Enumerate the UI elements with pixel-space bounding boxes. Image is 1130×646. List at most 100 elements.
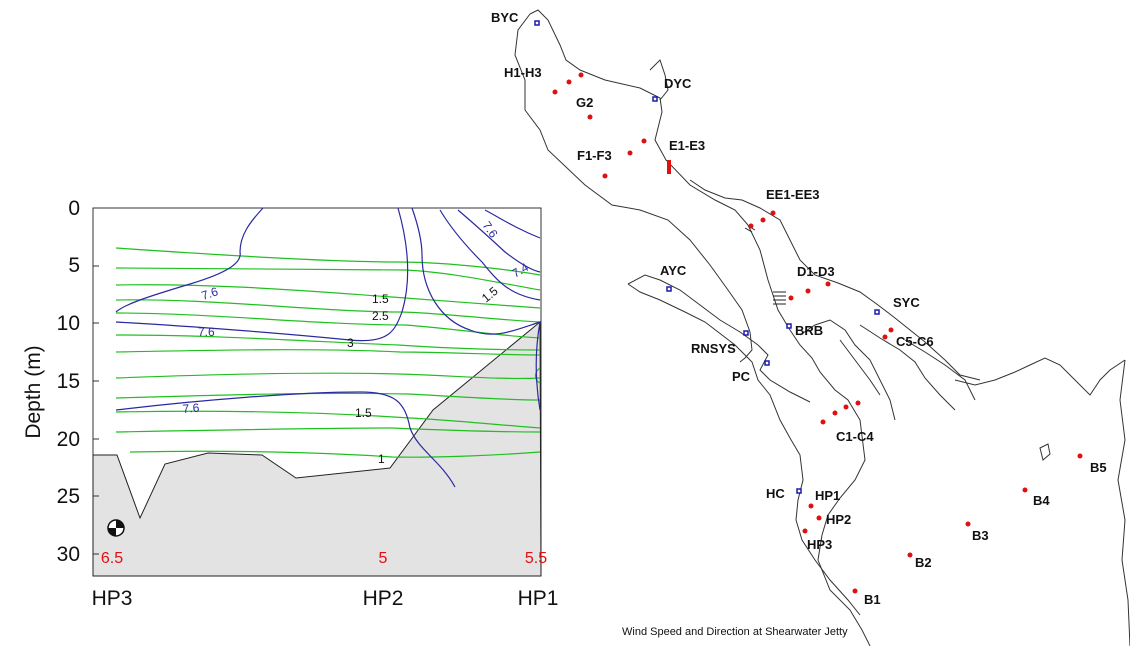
salinity-contour [115,284,541,309]
station-label: D1-D3 [797,264,835,279]
coastline-west [529,9,871,646]
y-tick-label: 25 [57,485,80,508]
sample-point [820,419,826,425]
sample-point [882,334,888,340]
station-label: EE1-EE3 [766,187,819,202]
bottom-value: 5.5 [525,550,547,567]
station-label: PC [732,369,751,384]
coastline-east [649,59,981,381]
salinity-contour [115,410,541,429]
depth-section-panel: 7.6 7.6 7.6 7.6 7.4 1.5 2.5 3 1.5 1 1.5 … [22,197,558,610]
oxygen-contour [115,207,264,313]
y-tick-label: 5 [68,254,80,277]
salinity-contours [115,247,541,458]
station-label: HP1 [815,488,840,503]
sample-point [808,503,814,509]
oxygen-contour-label: 7.6 [200,284,221,303]
club-marker [652,96,658,102]
salinity-contour-label: 3 [347,336,354,350]
salinity-contour [129,450,541,458]
salinity-contour [115,247,541,276]
station-labels: BYC H1-H3 DYC G2 F1-F3 E1-E3 EE1-EE3 AYC… [491,10,1107,607]
sample-point [770,210,776,216]
station-label: HP2 [826,512,851,527]
station-label: B1 [864,592,881,607]
sample-point [805,288,811,294]
station-label: HP3 [807,537,832,552]
sample-point [748,223,754,229]
sample-point [816,515,822,521]
oxygen-contour [457,209,541,273]
seabed [92,320,542,577]
salinity-contour-label: 1 [378,452,385,466]
sample-point [1077,453,1083,459]
sample-point [587,114,593,120]
quadrant-symbol [107,519,125,537]
oxygen-contour [535,321,541,411]
station-label: B4 [1033,493,1050,508]
sample-point [855,400,861,406]
sample-point [888,327,894,333]
oxygen-contour [484,209,541,239]
x-tick-label: HP3 [92,587,133,610]
club-marker [764,360,770,366]
sample-point [578,72,584,78]
salinity-contour-label: 1.5 [372,292,389,306]
coastline-west-outer [514,13,753,363]
sample-point [602,173,608,179]
club-marker [666,286,672,292]
oxygen-contour-label: 7.6 [198,325,215,339]
club-marker [786,323,792,329]
sample-point [627,150,633,156]
sample-point [788,295,794,301]
y-tick-label: 30 [57,543,80,566]
salinity-contour [115,427,541,433]
oxygen-contour [411,207,541,335]
station-label: B2 [915,555,932,570]
sample-point [760,217,766,223]
station-label: G2 [576,95,593,110]
bottom-value: 6.5 [101,550,123,567]
coastline-east-far [1117,359,1130,646]
sample-point [641,138,647,144]
sample-point [852,588,858,594]
wind-caption: Wind Speed and Direction at Shearwater J… [622,626,848,638]
oxygen-contour-label: 7.6 [182,401,200,416]
y-tick-marks [93,207,99,555]
club-marker [534,20,540,26]
y-axis-label: Depth (m) [22,345,45,438]
sample-point [907,552,913,558]
sample-point [843,404,849,410]
station-label: HC [766,486,785,501]
oxygen-contour [115,391,456,488]
salinity-contour-label: 1.5 [355,406,372,420]
y-tick-label: 0 [68,197,80,220]
bottom-value: 5 [379,550,388,567]
x-tick-label: HP2 [363,587,404,610]
sample-point [566,79,572,85]
station-label: B5 [1090,460,1107,475]
station-label: DYC [664,76,692,91]
station-label: SYC [893,295,920,310]
y-tick-label: 10 [57,312,80,335]
station-label: C5-C6 [896,334,934,349]
station-label: RNSYS [691,341,736,356]
x-tick-label: HP1 [518,587,559,610]
club-marker [874,309,880,315]
causeway-mark [667,160,671,174]
sample-point [965,521,971,527]
sample-point [1022,487,1028,493]
salinity-contour [534,367,541,384]
oxygen-contour [115,207,409,342]
coastline-middle-south [627,283,861,616]
island [1039,443,1051,461]
bridge-marks [744,225,786,305]
oxygen-contours [115,207,541,488]
station-label: BRB [795,323,823,338]
station-label: BYC [491,10,519,25]
oxygen-contour [439,209,541,301]
y-tick-label: 20 [57,428,80,451]
sample-point [552,89,558,95]
sample-point [825,281,831,287]
